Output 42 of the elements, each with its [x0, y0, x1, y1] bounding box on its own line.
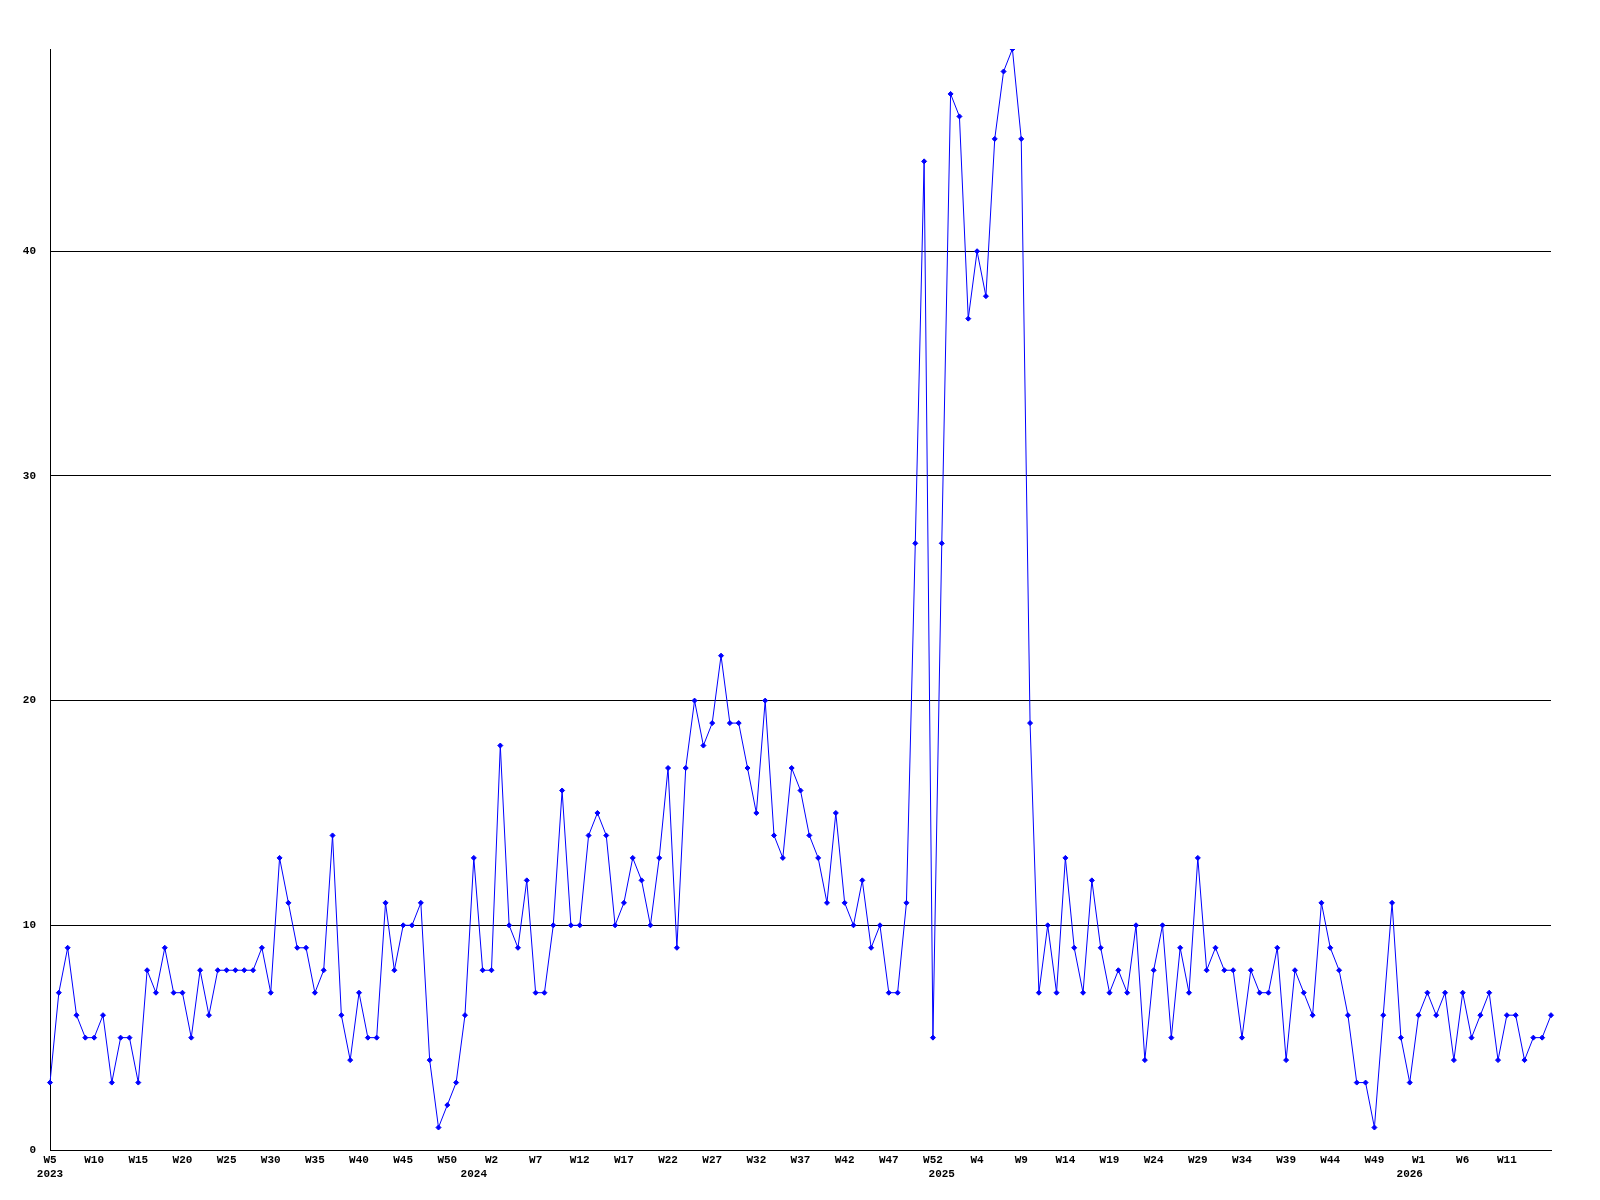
x-tick-label: W24 — [1143, 1154, 1164, 1167]
x-tick-label: W1 — [1411, 1154, 1426, 1167]
x-tick-label: W40 — [349, 1154, 369, 1167]
x-tick-label: W2 — [484, 1154, 499, 1167]
y-tick-label: 20 — [22, 694, 36, 707]
x-tick-label: W32 — [746, 1154, 767, 1167]
x-tick-label: W30 — [260, 1154, 281, 1167]
x-tick-label: 2024 — [460, 1167, 488, 1180]
x-tick-label: W29 — [1187, 1154, 1208, 1167]
x-tick-label: W22 — [658, 1154, 678, 1167]
x-tick-label: W49 — [1364, 1154, 1385, 1167]
y-tick-label: 10 — [22, 919, 36, 932]
x-tick-label: W15 — [128, 1154, 149, 1167]
x-tick-label: W10 — [84, 1154, 105, 1167]
x-tick-label: W19 — [1099, 1154, 1120, 1167]
y-tick-label: 40 — [22, 244, 36, 257]
x-tick-label: W6 — [1456, 1154, 1470, 1167]
x-tick-label: W39 — [1276, 1154, 1297, 1167]
x-tick-label: W44 — [1320, 1154, 1341, 1167]
x-tick-label: W25 — [216, 1154, 237, 1167]
x-tick-label: W12 — [569, 1154, 590, 1167]
x-tick-label: W5 2023 — [36, 1154, 64, 1180]
x-tick-label: W34 — [1232, 1154, 1253, 1167]
x-tick-label: W35 — [304, 1154, 326, 1167]
y-tick-label: 30 — [22, 469, 36, 482]
x-tick-label: W27 — [702, 1154, 723, 1167]
x-tick-label: W42 — [834, 1154, 855, 1167]
x-tick-label: W17 — [614, 1154, 634, 1167]
x-tick-label: W50 — [437, 1154, 458, 1167]
x-tick-label: 2025 — [928, 1167, 956, 1180]
x-tick-label: W4 — [970, 1154, 985, 1167]
x-tick-label: W45 — [393, 1154, 414, 1167]
x-tick-label: W9 — [1014, 1154, 1028, 1167]
x-tick-label: W47 — [878, 1154, 899, 1167]
y-tick-label: 0 — [29, 1143, 36, 1156]
x-tick-label: W52 — [923, 1154, 943, 1167]
x-tick-label: 2026 — [1396, 1167, 1423, 1180]
x-tick-label: W37 — [790, 1154, 811, 1167]
x-tick-label: W20 — [172, 1154, 193, 1167]
x-tick-label: W11 — [1496, 1154, 1518, 1167]
x-tick-label: W14 — [1055, 1154, 1076, 1167]
x-tick-label: W7 — [529, 1154, 543, 1167]
